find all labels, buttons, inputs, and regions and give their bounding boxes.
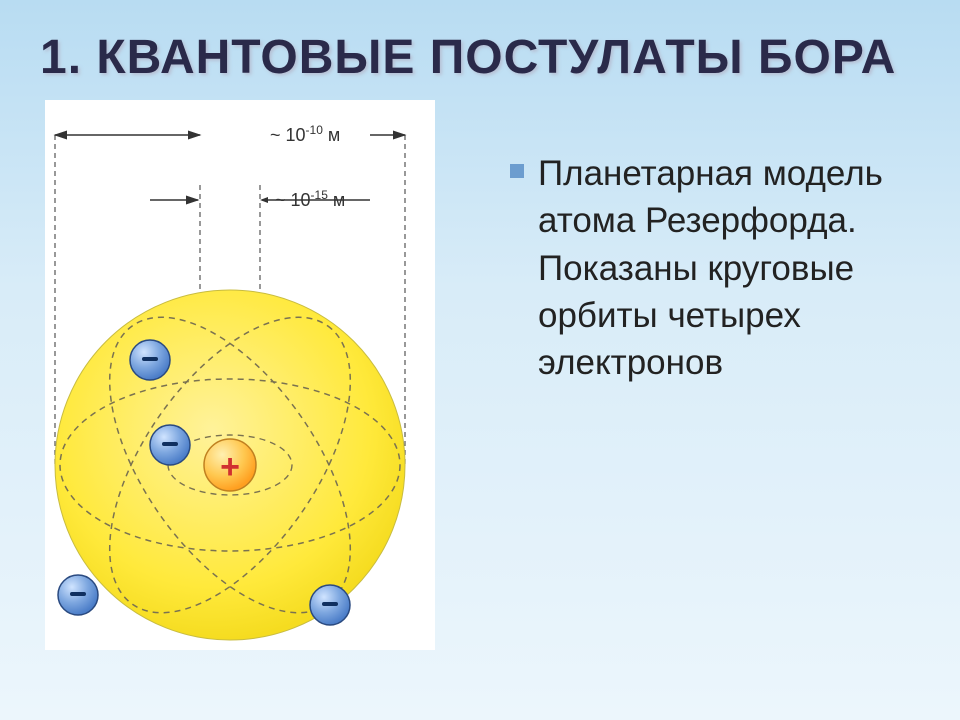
electron-4 xyxy=(310,585,350,625)
electron-3 xyxy=(58,575,98,615)
bullet-marker-icon xyxy=(510,164,524,178)
dimension-atom-label: ~ 10-10 м xyxy=(270,123,340,145)
content-area: ~ 10-10 м ~ 10-15 м xyxy=(40,95,920,655)
atom-diagram: ~ 10-10 м ~ 10-15 м xyxy=(40,95,480,655)
electron-1 xyxy=(130,340,170,380)
electron-2 xyxy=(150,425,190,465)
text-column: Планетарная модель атома Резерфорда. Пок… xyxy=(480,95,920,386)
dimension-nucleus-label: ~ 10-15 м xyxy=(275,188,345,210)
nucleus-label: + xyxy=(220,448,240,486)
bullet-item: Планетарная модель атома Резерфорда. Пок… xyxy=(510,150,920,386)
slide-title: 1. Квантовые постулаты Бора xyxy=(40,30,920,85)
bullet-text: Планетарная модель атома Резерфорда. Пок… xyxy=(538,150,920,386)
nucleus: + xyxy=(204,439,256,491)
